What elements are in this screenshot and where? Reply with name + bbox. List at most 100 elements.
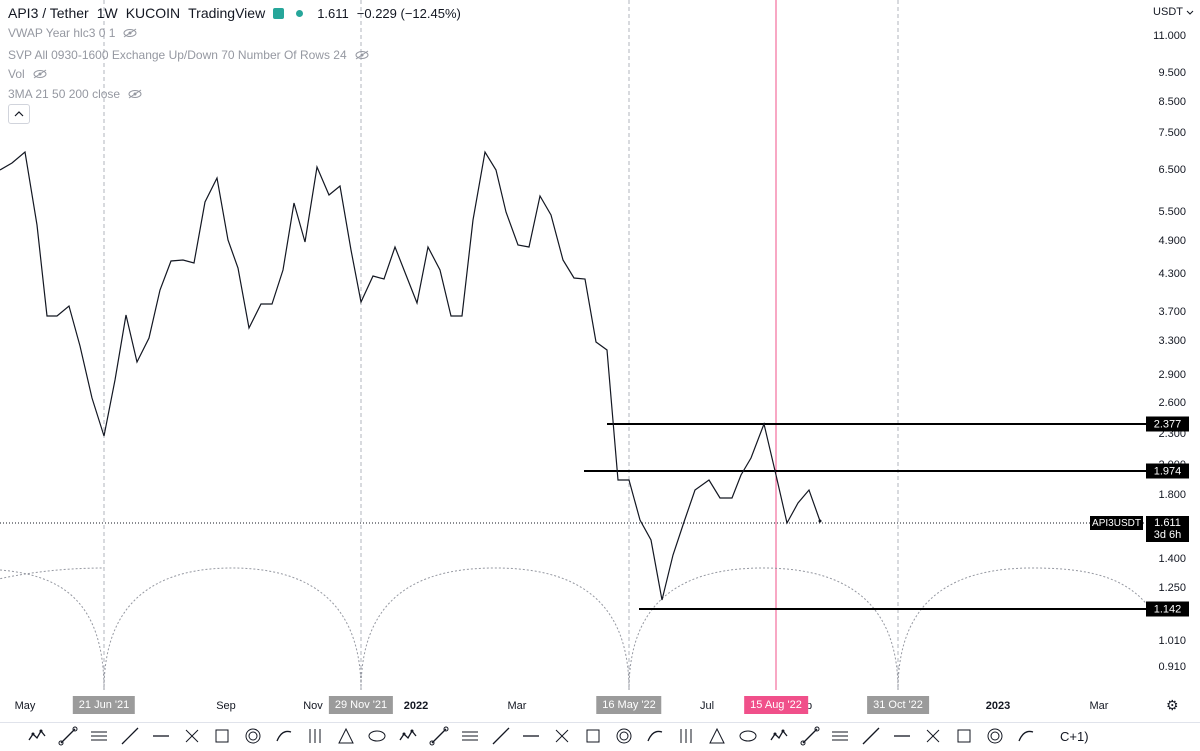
y-tick: 4.900 [1158,235,1186,247]
symbol-legend[interactable]: API3 / Tether 1W KUCOIN TradingView 1.61… [8,5,461,21]
currency-label: USDT [1153,6,1183,18]
triangle-icon[interactable] [953,725,975,747]
gann-icon[interactable] [613,725,635,747]
ray-icon[interactable] [242,725,264,747]
time-axis[interactable]: May Sep Nov 2022 Mar Jul 2023 Mar Ma ep … [0,690,1146,722]
time-marker-label: 29 Nov '21 [328,696,394,714]
y-tick: 6.500 [1158,164,1186,176]
y-tick: 4.300 [1158,268,1186,280]
elliott-wxy-icon[interactable] [57,725,79,747]
indicator-label: VWAP Year hlc3 0 1 [8,26,116,40]
elliott-15-icon[interactable] [26,725,48,747]
schiff-icon[interactable] [428,725,450,747]
collapse-indicators-button[interactable] [8,104,30,124]
cycle-arc-1 [0,567,105,580]
price-line [0,150,821,601]
last-price-dot [818,519,822,523]
x-tick: Nov [303,700,323,712]
cycle-arc-3 [360,567,630,690]
price-chart[interactable] [0,0,1146,690]
eye-hidden-icon[interactable] [33,69,47,79]
eraser-icon[interactable] [768,725,790,747]
indicator-vwap[interactable]: VWAP Year hlc3 0 1 [8,26,137,40]
horizontal-line-icon[interactable] [335,725,357,747]
gann-fan-icon[interactable] [644,725,666,747]
eye-hidden-icon[interactable] [123,28,137,38]
circle-icon[interactable] [551,725,573,747]
y-tick: 0.910 [1158,661,1186,673]
eye-hidden-icon[interactable] [355,50,369,60]
y-tick: 3.700 [1158,306,1186,318]
settings-gear-icon[interactable]: ⚙ [1166,697,1179,713]
y-tick: 1.010 [1158,635,1186,647]
cycle-arc-2 [103,567,362,690]
symbol-name[interactable]: API3 / Tether [8,5,89,21]
y-tick: 1.800 [1158,489,1186,501]
currency-selector[interactable]: USDT [1153,6,1194,18]
x-tick: Mar [507,700,527,712]
cycle-arc-0 [0,569,105,690]
path2-icon[interactable] [829,725,851,747]
cycle-arc-4 [628,567,899,690]
xabcd-icon[interactable] [860,725,882,747]
rectangle-icon[interactable] [582,725,604,747]
level-label-1974[interactable]: 1.974 [1146,463,1189,479]
trend-line-icon[interactable] [304,725,326,747]
chevron-up-icon [14,111,24,117]
modified-fork-icon[interactable] [490,725,512,747]
indicator-svp[interactable]: SVP All 0930-1600 Exchange Up/Down 70 Nu… [8,48,369,62]
toolbar-overflow-text: C+1) [1060,729,1089,744]
drawing-toolbar [0,722,1200,751]
curve-icon[interactable] [737,725,759,747]
symbol-price-tag: API3USDT [1090,516,1143,530]
indicator-label: Vol [8,67,25,81]
time-marker-label: 31 Oct '22 [867,696,929,714]
zoom-icon[interactable] [799,725,821,747]
elliott-wxyz-icon[interactable] [88,725,110,747]
lines-icon[interactable] [211,725,233,747]
indicator-label: 3MA 21 50 200 close [8,87,121,101]
y-tick: 2.900 [1158,369,1186,381]
brush-icon[interactable] [675,725,697,747]
ellipse-icon[interactable] [984,725,1006,747]
x-tick: 2022 [403,700,429,712]
y-tick: 8.500 [1158,96,1186,108]
y-tick: 1.400 [1158,553,1186,565]
x-tick: Mar [1089,700,1109,712]
pattern-icon[interactable] [1015,725,1037,747]
y-tick: 2.600 [1158,397,1186,409]
market-open-icon [273,7,285,19]
path-icon[interactable] [181,725,203,747]
indicator-label: SVP All 0930-1600 Exchange Up/Down 70 Nu… [8,48,347,62]
angle-icon[interactable] [459,725,481,747]
fib-spiral-icon[interactable] [922,725,944,747]
level-label-1142[interactable]: 1.142 [1146,601,1189,617]
y-tick: 7.500 [1158,127,1186,139]
x-tick: Jul [699,700,715,712]
x-tick: Sep [216,700,236,712]
parallel-icon[interactable] [520,725,542,747]
candle-icon[interactable] [891,725,913,747]
timeframe[interactable]: 1W [96,5,118,21]
arrow-icon[interactable] [706,725,728,747]
exchange: KUCOIN [125,5,181,21]
chevron-down-icon [1186,10,1194,15]
x-tick: May [14,700,36,712]
price-axis[interactable]: USDT 11.000 9.500 8.500 7.500 6.500 5.50… [1146,0,1200,690]
y-tick: 1.250 [1158,582,1186,594]
fib-icon[interactable] [273,725,295,747]
current-price-value: 1.611 [1154,517,1181,529]
level-label-2377[interactable]: 2.377 [1146,416,1189,432]
y-tick: 3.300 [1158,335,1186,347]
elliott-abcde-icon[interactable] [119,725,141,747]
indicator-3ma[interactable]: 3MA 21 50 200 close [8,87,142,101]
elliott-abc-icon[interactable] [150,725,172,747]
eye-hidden-icon[interactable] [128,89,142,99]
current-price-tag: 1.611 3d 6h [1146,516,1189,542]
fork-icon[interactable] [397,725,419,747]
indicator-vol[interactable]: Vol [8,67,47,81]
cycle-arc-5 [897,567,1146,690]
cross-icon[interactable] [366,725,388,747]
x-tick: 2023 [985,700,1011,712]
time-marker-label: 16 May '22 [596,696,662,714]
